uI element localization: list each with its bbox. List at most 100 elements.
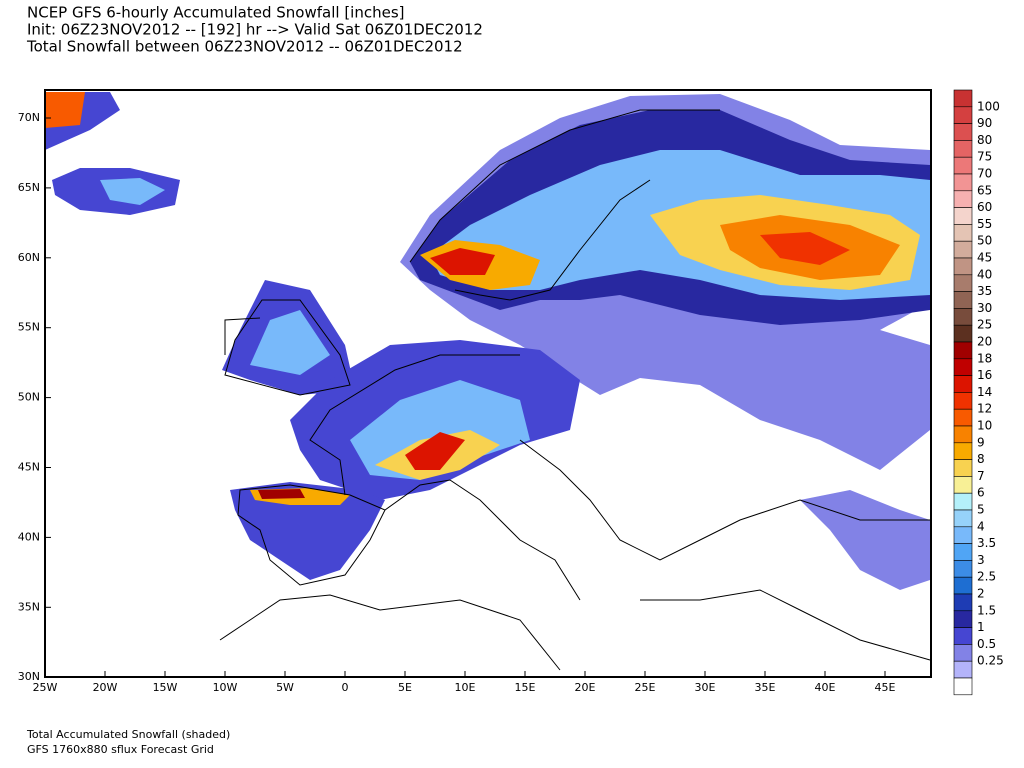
legend-swatch	[953, 308, 973, 326]
lat-tick-label: 45N	[18, 461, 40, 474]
legend-swatch	[953, 492, 973, 511]
legend-swatch	[953, 140, 973, 158]
legend-label: 40	[977, 267, 992, 281]
lon-tick-label: 45E	[875, 681, 896, 694]
legend-label: 9	[977, 435, 985, 449]
lon-tick-label: 5W	[276, 681, 294, 694]
lon-tick-label: 15E	[515, 681, 536, 694]
legend-label: 55	[977, 217, 992, 231]
map-frame	[44, 89, 932, 678]
lat-tick-label: 30N	[18, 670, 40, 683]
legend-label: 50	[977, 234, 992, 248]
lon-tick-label: 0	[342, 681, 349, 694]
legend-label: 12	[977, 402, 992, 416]
lon-tick-label: 5E	[398, 681, 412, 694]
legend-label: 10	[977, 419, 992, 433]
snow-shading	[45, 92, 931, 590]
legend-swatch	[953, 375, 973, 393]
legend-swatch	[953, 89, 973, 108]
legend-swatch	[953, 291, 973, 309]
footer-line: GFS 1760x880 sflux Forecast Grid	[27, 743, 214, 756]
legend-label: 1	[977, 620, 985, 634]
legend-swatch	[953, 408, 973, 427]
coastlines	[219, 109, 931, 671]
legend-swatch	[953, 425, 973, 444]
lon-tick-label: 30E	[695, 681, 716, 694]
legend-label: 45	[977, 251, 992, 265]
lat-tick-label: 70N	[18, 111, 40, 124]
legend-swatch	[953, 677, 973, 696]
legend-swatch	[953, 476, 973, 494]
legend-swatch	[953, 392, 973, 410]
legend-label: 5	[977, 503, 985, 517]
lat-tick-label: 35N	[18, 600, 40, 613]
legend-swatch	[953, 442, 973, 460]
map	[44, 89, 932, 678]
legend-label: 4	[977, 519, 985, 533]
legend-swatch	[953, 644, 973, 662]
legend-label: 2.5	[977, 570, 996, 584]
lon-tick-label: 35E	[755, 681, 776, 694]
title-line: NCEP GFS 6-hourly Accumulated Snowfall […	[27, 4, 405, 22]
lon-tick-label: 25E	[635, 681, 656, 694]
legend-label: 0.5	[977, 637, 996, 651]
legend-label: 100	[977, 99, 1000, 113]
legend-label: 75	[977, 150, 992, 164]
legend-swatch	[953, 660, 973, 679]
lat-tick-label: 60N	[18, 251, 40, 264]
legend-label: 6	[977, 486, 985, 500]
lon-tick-label: 20W	[93, 681, 118, 694]
legend-label: 18	[977, 351, 992, 365]
legend-label: 80	[977, 133, 992, 147]
legend-swatch	[953, 207, 973, 225]
legend-label: 70	[977, 167, 992, 181]
lat-tick-label: 55N	[18, 321, 40, 334]
legend-swatch	[953, 173, 973, 192]
legend-label: 60	[977, 200, 992, 214]
legend-label: 1.5	[977, 603, 996, 617]
lat-tick-label: 40N	[18, 530, 40, 543]
legend-swatch	[953, 543, 973, 561]
legend-label: 20	[977, 335, 992, 349]
lon-tick-label: 10W	[213, 681, 238, 694]
legend-swatch	[953, 610, 973, 628]
legend-swatch	[953, 627, 973, 645]
legend-swatch	[953, 224, 973, 242]
lon-tick-label: 10E	[455, 681, 476, 694]
legend-swatch	[953, 576, 973, 595]
legend-label: 0.25	[977, 654, 1004, 668]
legend-swatch	[953, 459, 973, 477]
legend-swatch	[953, 526, 973, 544]
legend-label: 2	[977, 587, 985, 601]
legend-label: 8	[977, 452, 985, 466]
footer-line: Total Accumulated Snowfall (shaded)	[26, 728, 230, 741]
legend-label: 65	[977, 183, 992, 197]
legend-label: 35	[977, 284, 992, 298]
legend-label: 25	[977, 318, 992, 332]
legend-swatch	[953, 257, 973, 276]
legend-swatch	[953, 106, 973, 124]
legend-swatch	[953, 274, 973, 292]
legend-swatch	[953, 190, 973, 208]
title-line: Init: 06Z23NOV2012 -- [192] hr --> Valid…	[27, 21, 483, 39]
legend-swatch	[953, 593, 973, 612]
lon-tick-label: 25W	[33, 681, 58, 694]
legend-swatch	[953, 240, 973, 259]
legend-label: 90	[977, 116, 992, 130]
legend-swatch	[953, 324, 973, 343]
legend-label: 14	[977, 385, 992, 399]
lon-tick-label: 15W	[153, 681, 178, 694]
legend-label: 7	[977, 469, 985, 483]
color-legend: 1009080757065605550454035302520181614121…	[953, 89, 1004, 696]
legend-label: 30	[977, 301, 992, 315]
lon-tick-label: 40E	[815, 681, 836, 694]
lat-tick-label: 65N	[18, 181, 40, 194]
legend-label: 16	[977, 368, 992, 382]
legend-swatch	[953, 341, 973, 360]
lat-tick-label: 50N	[18, 391, 40, 404]
legend-swatch	[953, 509, 973, 528]
legend-swatch	[953, 156, 973, 175]
legend-label: 3.5	[977, 536, 996, 550]
